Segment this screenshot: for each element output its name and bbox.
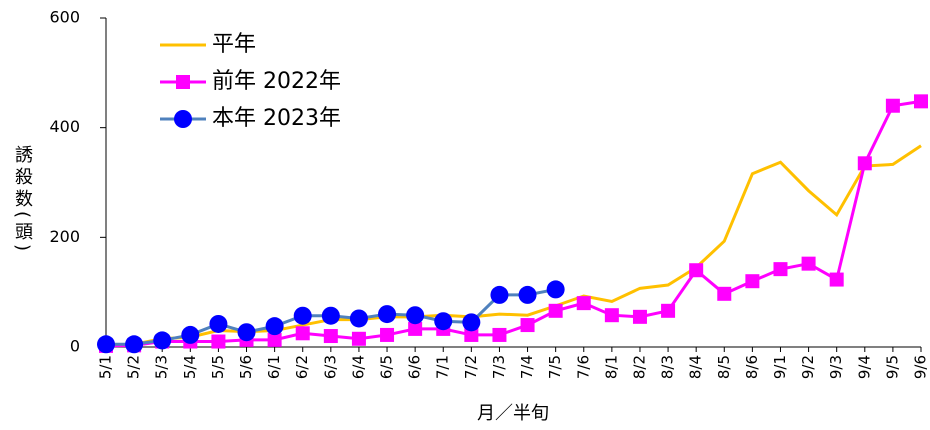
marker [176, 75, 190, 89]
x-tick-label: 6/1 [265, 355, 283, 379]
marker [773, 262, 788, 277]
marker [857, 156, 872, 171]
marker [181, 325, 200, 344]
legend-label: 本年 2023年 [212, 106, 341, 131]
x-tick-label: 5/4 [181, 355, 199, 379]
x-tick-label: 6/5 [378, 355, 396, 379]
x-tick-label: 8/1 [602, 355, 620, 379]
x-tick-label: 9/3 [827, 355, 845, 379]
x-tick-label: 8/4 [687, 355, 705, 379]
marker [209, 314, 228, 333]
marker [462, 313, 481, 332]
marker [380, 327, 395, 342]
x-tick-label: 7/6 [574, 355, 592, 379]
marker [492, 327, 507, 342]
series-line [105, 99, 922, 348]
x-tick-label: 9/6 [912, 355, 930, 379]
marker [632, 309, 647, 324]
x-tick-label: 7/4 [518, 355, 536, 379]
x-tick-label: 9/5 [883, 355, 901, 379]
y-tick-label: 400 [49, 117, 80, 136]
marker [295, 326, 310, 341]
x-tick-label: 5/1 [97, 355, 115, 379]
marker [406, 306, 425, 325]
marker [97, 335, 115, 354]
x-tick-label: 8/6 [743, 355, 761, 379]
marker [211, 334, 226, 349]
y-axis-title: 誘殺数(頭) [12, 145, 33, 255]
marker [689, 263, 704, 278]
x-tick-label: 5/2 [125, 355, 143, 379]
marker [237, 323, 256, 342]
x-tick-label: 7/1 [434, 355, 452, 379]
marker [546, 280, 565, 299]
marker [267, 332, 282, 347]
y-tick-label: 200 [49, 227, 80, 246]
marker [717, 286, 732, 301]
legend-label: 前年 2022年 [212, 69, 341, 94]
x-tick-label: 6/4 [349, 355, 367, 379]
x-tick-label: 6/6 [406, 355, 424, 379]
x-tick-label: 8/2 [630, 355, 648, 379]
marker [490, 285, 509, 304]
marker [885, 98, 900, 113]
marker [378, 305, 397, 324]
marker [323, 329, 338, 344]
legend-label: 平年 [212, 32, 256, 57]
x-tick-label: 8/3 [659, 355, 677, 379]
marker [265, 317, 284, 336]
marker [518, 285, 537, 304]
x-tick-label: 9/2 [799, 355, 817, 379]
marker [408, 321, 423, 336]
marker [125, 335, 144, 354]
marker [548, 303, 563, 318]
marker [745, 274, 760, 289]
marker [321, 306, 340, 325]
y-tick-label: 0 [70, 337, 80, 356]
x-tick-label: 7/3 [490, 355, 508, 379]
marker [801, 256, 816, 271]
marker [520, 318, 535, 333]
x-tick-label: 5/5 [209, 355, 227, 379]
marker [829, 272, 844, 287]
x-tick-label: 5/6 [237, 355, 255, 379]
marker [464, 327, 479, 342]
series-line [105, 144, 922, 347]
marker [293, 306, 312, 325]
x-tick-label: 5/3 [153, 355, 171, 379]
marker [351, 331, 366, 346]
x-tick-label: 7/5 [546, 355, 564, 379]
marker [434, 312, 453, 331]
x-tick-label: 9/4 [855, 355, 873, 379]
marker [174, 110, 192, 128]
x-tick-label: 7/2 [462, 355, 480, 379]
marker [349, 309, 368, 328]
x-tick-label: 6/3 [321, 355, 339, 379]
marker [604, 308, 619, 323]
x-tick-label: 9/1 [771, 355, 789, 379]
x-tick-label: 6/2 [293, 355, 311, 379]
x-tick-label: 8/5 [715, 355, 733, 379]
marker [661, 303, 676, 318]
marker [153, 331, 172, 350]
marker [576, 296, 591, 311]
x-axis-title: 月／半旬 [477, 403, 549, 424]
y-tick-label: 600 [49, 8, 80, 27]
marker [914, 94, 928, 109]
